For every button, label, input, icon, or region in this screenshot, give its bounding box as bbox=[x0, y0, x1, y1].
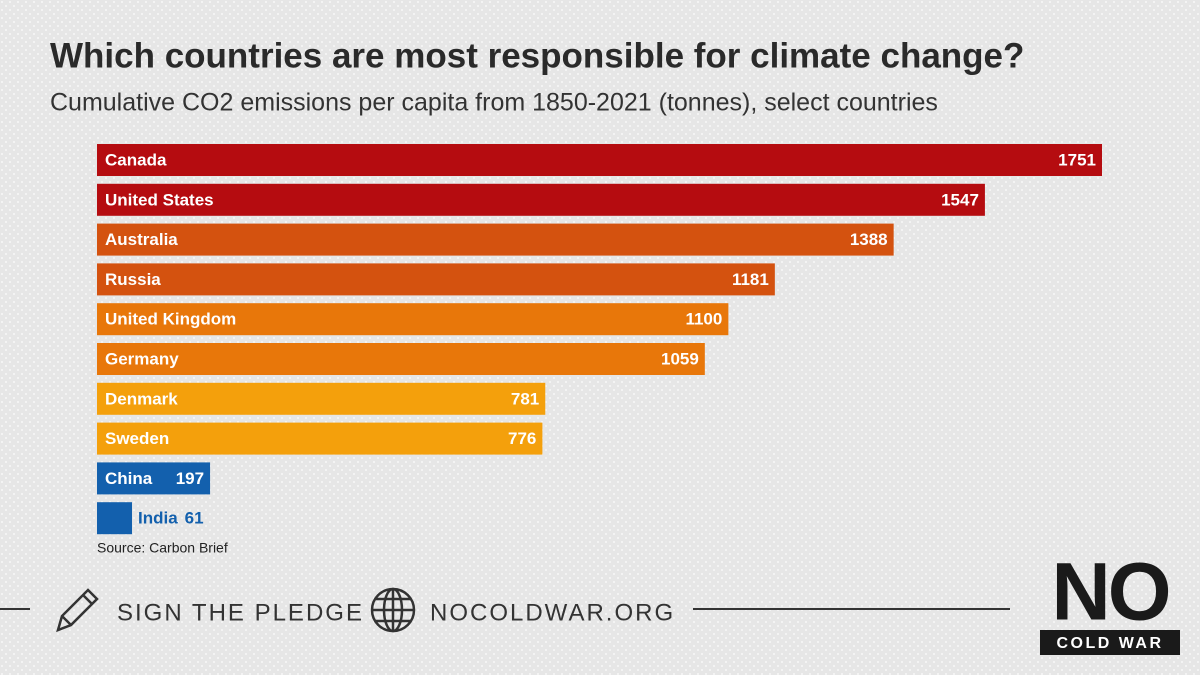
site-text: NOCOLDWAR.ORG bbox=[430, 599, 675, 626]
value-label: 781 bbox=[511, 389, 539, 408]
category-label: Sweden bbox=[105, 429, 169, 448]
category-label: United States bbox=[105, 190, 214, 209]
category-label: Canada bbox=[105, 150, 167, 169]
value-label: 1100 bbox=[685, 310, 722, 329]
globe-icon bbox=[370, 587, 416, 633]
category-label: Russia bbox=[105, 270, 161, 289]
category-label: India bbox=[138, 509, 178, 528]
bars: Canada 1751 United States 1547 Australia 1388… bbox=[97, 144, 1102, 535]
category-label: Australia bbox=[105, 230, 178, 249]
bar bbox=[97, 223, 894, 256]
category-label: China bbox=[105, 469, 153, 488]
bar bbox=[97, 303, 729, 336]
bar bbox=[97, 382, 546, 415]
bar bbox=[97, 183, 985, 216]
source: Source: Carbon Brief bbox=[97, 540, 228, 556]
bar bbox=[97, 502, 133, 535]
value-label: 1547 bbox=[941, 190, 979, 209]
pencil-icon bbox=[56, 588, 99, 633]
value-label: 1181 bbox=[732, 270, 769, 289]
bar bbox=[97, 462, 211, 495]
category-label: Denmark bbox=[105, 389, 178, 408]
logo-top: NO bbox=[1052, 547, 1169, 638]
value-label: 776 bbox=[508, 429, 536, 448]
value-label: 1751 bbox=[1058, 150, 1096, 169]
value-label: 61 bbox=[185, 509, 204, 528]
pledge-text: SIGN THE PLEDGE bbox=[117, 599, 364, 626]
bar bbox=[97, 422, 543, 455]
chart-subtitle: Cumulative CO2 emissions per capita from… bbox=[50, 89, 938, 117]
chart-title: Which countries are most responsible for… bbox=[50, 36, 1024, 75]
bar bbox=[97, 144, 1102, 176]
value-label: 1059 bbox=[661, 349, 699, 368]
bar bbox=[97, 263, 775, 296]
category-label: Germany bbox=[105, 349, 179, 368]
bar bbox=[97, 343, 705, 375]
value-label: 1388 bbox=[850, 230, 888, 249]
logo-bottom: COLD WAR bbox=[1056, 635, 1163, 652]
value-label: 197 bbox=[176, 469, 204, 488]
logo-box bbox=[1040, 630, 1180, 655]
category-label: United Kingdom bbox=[105, 310, 236, 329]
